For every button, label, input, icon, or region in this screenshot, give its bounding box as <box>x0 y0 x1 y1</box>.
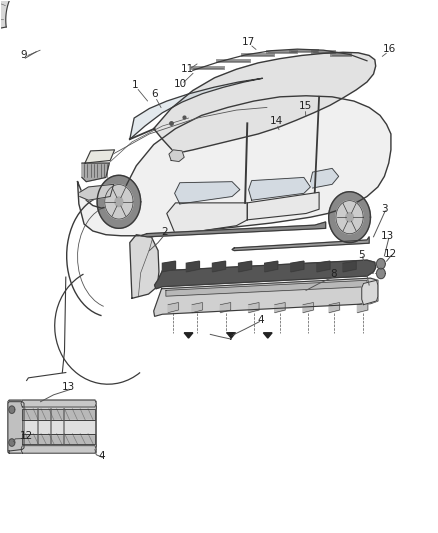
Text: 2: 2 <box>161 227 168 237</box>
Polygon shape <box>154 278 378 317</box>
Polygon shape <box>336 200 363 234</box>
Text: 7: 7 <box>227 332 233 342</box>
Polygon shape <box>97 175 141 228</box>
Polygon shape <box>291 261 304 272</box>
Text: 1: 1 <box>132 79 139 90</box>
Polygon shape <box>21 400 96 407</box>
Polygon shape <box>9 406 15 414</box>
Text: 12: 12 <box>384 249 397 259</box>
Text: 3: 3 <box>381 204 388 214</box>
Polygon shape <box>21 446 96 453</box>
Polygon shape <box>168 303 179 313</box>
Polygon shape <box>155 260 376 289</box>
Text: 13: 13 <box>381 231 395 241</box>
Text: 12: 12 <box>20 431 33 441</box>
Text: 5: 5 <box>358 250 365 260</box>
Polygon shape <box>317 261 330 272</box>
Polygon shape <box>78 96 391 236</box>
Text: 17: 17 <box>242 37 255 47</box>
Polygon shape <box>8 402 24 451</box>
Polygon shape <box>232 237 369 251</box>
Text: 11: 11 <box>181 64 194 74</box>
Polygon shape <box>130 235 159 298</box>
Text: 13: 13 <box>62 382 75 392</box>
Polygon shape <box>105 184 133 219</box>
Polygon shape <box>162 261 176 272</box>
Polygon shape <box>265 261 278 272</box>
Polygon shape <box>275 303 285 313</box>
Polygon shape <box>22 409 95 420</box>
Polygon shape <box>343 261 356 272</box>
Polygon shape <box>227 333 236 338</box>
Text: 15: 15 <box>299 101 312 111</box>
Polygon shape <box>212 261 226 272</box>
Polygon shape <box>85 150 115 163</box>
Text: 6: 6 <box>151 89 158 99</box>
Polygon shape <box>362 280 378 305</box>
Polygon shape <box>9 439 15 446</box>
Polygon shape <box>247 192 319 220</box>
Polygon shape <box>80 184 114 200</box>
Polygon shape <box>249 177 311 200</box>
Polygon shape <box>22 433 95 444</box>
Polygon shape <box>130 78 262 139</box>
Polygon shape <box>175 182 240 204</box>
Polygon shape <box>115 197 123 207</box>
Polygon shape <box>329 303 339 313</box>
Polygon shape <box>249 303 259 313</box>
Polygon shape <box>0 0 37 29</box>
Polygon shape <box>239 261 252 272</box>
Polygon shape <box>167 203 247 235</box>
Polygon shape <box>220 303 231 313</box>
Text: 4: 4 <box>257 314 264 325</box>
Polygon shape <box>377 268 385 279</box>
Polygon shape <box>8 400 96 453</box>
Polygon shape <box>263 333 272 338</box>
Polygon shape <box>169 150 184 161</box>
Text: 4: 4 <box>98 451 105 461</box>
Polygon shape <box>166 280 367 296</box>
Polygon shape <box>184 333 193 338</box>
Polygon shape <box>141 222 325 237</box>
Polygon shape <box>328 192 371 243</box>
Polygon shape <box>303 303 314 313</box>
Polygon shape <box>346 213 353 222</box>
Polygon shape <box>357 303 368 313</box>
Polygon shape <box>311 168 339 188</box>
Polygon shape <box>377 259 385 269</box>
Polygon shape <box>154 52 376 154</box>
Polygon shape <box>192 303 202 313</box>
Text: 8: 8 <box>330 270 337 279</box>
Text: 9: 9 <box>21 51 27 60</box>
Polygon shape <box>82 163 110 182</box>
Text: 14: 14 <box>270 116 283 126</box>
Polygon shape <box>186 261 199 272</box>
Text: 16: 16 <box>383 44 396 54</box>
Polygon shape <box>22 420 95 433</box>
Text: 10: 10 <box>174 78 187 88</box>
